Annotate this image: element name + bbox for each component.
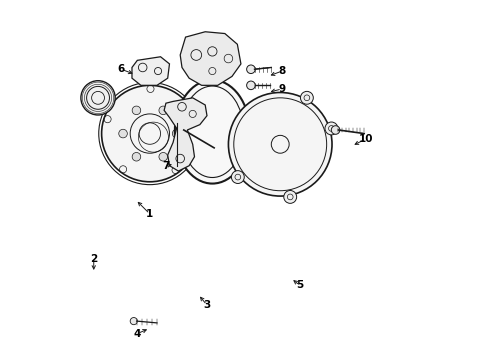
Circle shape [159, 153, 167, 161]
Ellipse shape [175, 80, 249, 184]
Polygon shape [180, 32, 241, 85]
Text: 6: 6 [118, 64, 124, 74]
Text: 3: 3 [203, 300, 210, 310]
Circle shape [132, 106, 141, 114]
Circle shape [246, 81, 255, 90]
Circle shape [130, 318, 137, 325]
Circle shape [132, 153, 141, 161]
Text: 8: 8 [278, 66, 285, 76]
Text: 4: 4 [133, 329, 141, 339]
Polygon shape [164, 98, 206, 171]
Circle shape [119, 129, 127, 138]
Circle shape [81, 81, 115, 115]
Text: 5: 5 [296, 280, 303, 291]
Text: 9: 9 [278, 84, 285, 94]
Circle shape [231, 171, 244, 184]
Circle shape [325, 122, 337, 135]
Circle shape [331, 126, 339, 134]
Text: 1: 1 [146, 209, 153, 219]
Circle shape [102, 85, 198, 182]
Text: 7: 7 [162, 161, 169, 171]
Circle shape [300, 91, 313, 104]
Polygon shape [132, 57, 169, 85]
Circle shape [246, 65, 255, 73]
Circle shape [172, 129, 181, 138]
Circle shape [283, 190, 296, 203]
Text: 10: 10 [358, 134, 372, 144]
Circle shape [159, 106, 167, 114]
Text: 2: 2 [90, 253, 97, 264]
Circle shape [228, 93, 331, 196]
